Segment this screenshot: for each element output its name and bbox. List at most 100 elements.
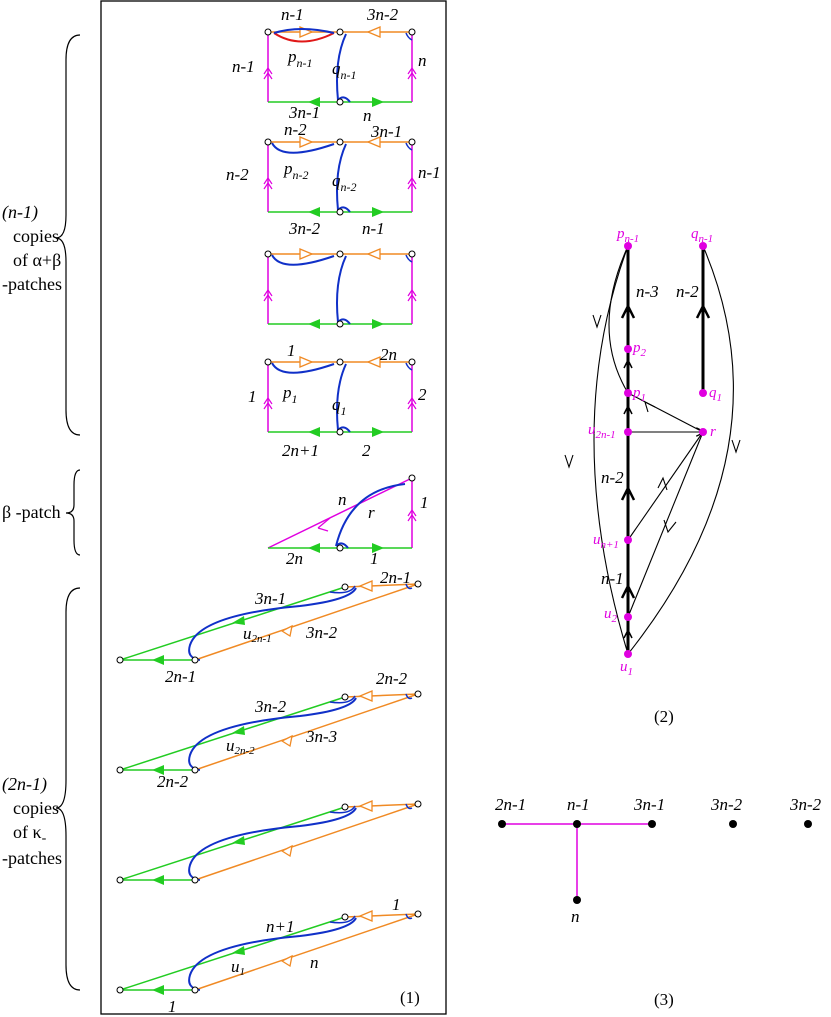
ab1-top-right: 3n-2	[366, 5, 399, 24]
node-3n1	[648, 820, 656, 828]
kappa-patch-3	[116, 800, 422, 885]
beta-bottom-left: 2n	[286, 549, 303, 568]
node-u2n1	[624, 428, 632, 436]
label-p1: p1	[632, 385, 646, 404]
node-p2	[624, 345, 632, 353]
edge-label-n2-mid: n-2	[601, 468, 624, 487]
panel2-caption: (2)	[654, 707, 674, 726]
node-un1	[624, 536, 632, 544]
node-u2	[624, 613, 632, 621]
edge-p-inner	[608, 245, 629, 394]
brace-group1	[55, 34, 81, 436]
label-u1: u1	[620, 659, 633, 678]
beta-diag: n	[338, 490, 347, 509]
node-n1	[573, 820, 581, 828]
k4-bottom: 1	[168, 997, 177, 1016]
label-q1: q1	[709, 385, 722, 404]
group3-label-3: of κ-	[13, 822, 47, 846]
p3-label-3n1: 3n-1	[633, 795, 665, 814]
edge-label-n2-right: n-2	[676, 282, 699, 301]
label-p2: p2	[632, 340, 647, 359]
node-q1	[699, 389, 707, 397]
group1-label-2: copies	[13, 226, 59, 246]
ab-patch-2	[263, 136, 417, 217]
ab4-left: 1	[248, 387, 257, 406]
label-u2n1: u2n-1	[588, 422, 616, 441]
node-u1	[624, 650, 632, 658]
ab-patch-3	[263, 248, 417, 329]
panel1-caption: (1)	[400, 988, 420, 1007]
node-p1	[624, 389, 632, 397]
ab4-p: p1	[282, 383, 298, 406]
group1-label-3: of α+β	[13, 250, 61, 270]
p3-label-3n2-a: 3n-2	[710, 795, 743, 814]
ab2-p: pn-2	[283, 159, 309, 182]
node-r	[699, 428, 707, 436]
ab1-bottom-left: 3n-1	[288, 103, 320, 122]
edge-r-p1	[627, 392, 704, 433]
beta-bottom-right: 1	[370, 549, 379, 568]
ab2-top-left: n-2	[284, 120, 307, 139]
group1-label-1: (n-1)	[2, 202, 38, 223]
p3-label-2n1: 2n-1	[495, 795, 526, 814]
panel3-caption: (3)	[654, 990, 674, 1009]
k2-top-right: 2n-2	[376, 669, 408, 688]
edge-label-n3: n-3	[636, 282, 659, 301]
p3-label-n: n	[571, 907, 580, 926]
label-qn1: qn-1	[691, 226, 713, 245]
p3-label-3n2-b: 3n-2	[789, 795, 822, 814]
panel3-graph	[498, 820, 812, 904]
ab-patch-1	[263, 26, 417, 107]
node-2n1	[498, 820, 506, 828]
ab1-p: pn-1	[287, 47, 313, 70]
kappa-patch-2	[116, 690, 422, 775]
ab4-top-right: 2n	[380, 345, 397, 364]
k4-u: u1	[231, 957, 245, 978]
group3-label-2: copies	[13, 798, 59, 818]
k1-u: u2n-1	[243, 624, 272, 645]
p3-label-n1: n-1	[567, 795, 590, 814]
k1-top-right: 2n-1	[380, 568, 411, 587]
k4-top-right: 1	[392, 895, 401, 914]
ab2-bottom-left: 3n-2	[288, 219, 321, 238]
edge-label-n1: n-1	[601, 569, 624, 588]
group3-label-1: (2n-1)	[2, 774, 47, 795]
k2-orange: 3n-3	[305, 727, 337, 746]
k1-orange: 3n-2	[305, 623, 338, 642]
ab4-bottom-left: 2n+1	[282, 441, 319, 460]
k2-bottom: 2n-2	[157, 772, 189, 791]
edge-p-outer	[593, 245, 629, 655]
ab4-top-left: 1	[287, 341, 296, 360]
kappa-patch-4	[116, 910, 422, 995]
ab1-top-left: n-1	[281, 5, 304, 24]
k2-u: u2n-2	[226, 736, 255, 757]
beta-right: 1	[420, 493, 429, 512]
edge-q-outer	[627, 245, 734, 655]
brace-group3	[55, 587, 81, 991]
k1-bottom: 2n-1	[165, 667, 196, 686]
node-3n2-a	[729, 820, 737, 828]
ab4-bottom-right: 2	[362, 441, 371, 460]
ab1-left: n-1	[232, 57, 255, 76]
ab1-q: qn-1	[332, 59, 357, 82]
beta-patch	[267, 474, 417, 553]
label-pn1: pn-1	[616, 226, 639, 245]
label-un1: un+1	[593, 532, 619, 551]
ab2-bottom-right: n-1	[362, 219, 385, 238]
panel2-graph	[564, 242, 741, 658]
group2-label: β -patch	[2, 502, 61, 522]
ab2-top-right: 3n-1	[370, 122, 402, 141]
group3-label-4: -patches	[2, 848, 62, 868]
ab2-right: n-1	[418, 163, 441, 182]
ab-patch-4	[263, 356, 417, 437]
node-3n2-b	[804, 820, 812, 828]
ab4-q: q1	[332, 395, 347, 418]
label-u2: u2	[604, 606, 618, 625]
k2-green: 3n-2	[254, 697, 287, 716]
brace-group2	[65, 469, 81, 556]
ab4-right: 2	[418, 385, 427, 404]
ab2-q: qn-2	[332, 171, 357, 194]
ab2-left: n-2	[226, 165, 249, 184]
group1-label-4: -patches	[2, 274, 62, 294]
